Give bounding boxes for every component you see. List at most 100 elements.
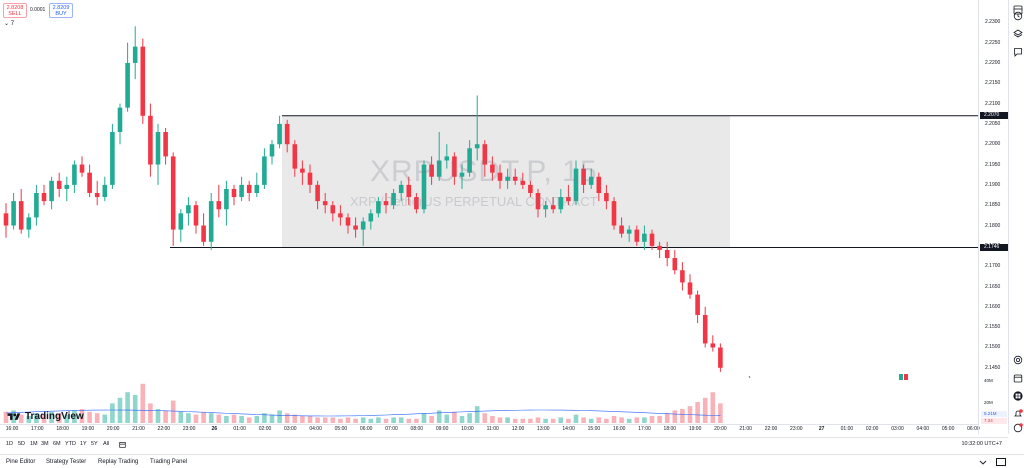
candle-body[interactable] xyxy=(535,193,541,210)
candle-body[interactable] xyxy=(376,201,381,214)
date-range-icon[interactable] xyxy=(119,441,126,450)
candle-body[interactable] xyxy=(110,132,115,185)
candle-body[interactable] xyxy=(452,156,457,177)
candle-body[interactable] xyxy=(239,184,244,198)
candle-body[interactable] xyxy=(702,314,708,344)
price-axis[interactable]: 2.2300 2.2250 2.2200 2.2150 2.2100 2.2050 2.20… xyxy=(978,0,1008,434)
candle-body[interactable] xyxy=(262,156,267,185)
tab-trading-panel[interactable]: Trading Panel xyxy=(150,459,188,465)
range-button-3m[interactable]: 3M xyxy=(41,441,49,447)
candle-body[interactable] xyxy=(338,213,343,218)
maximize-panel-icon[interactable] xyxy=(996,458,1006,466)
candle-body[interactable] xyxy=(604,193,609,202)
candle-body[interactable] xyxy=(18,201,24,230)
alert-clock-icon[interactable] xyxy=(1012,10,1023,21)
candle-body[interactable] xyxy=(26,217,32,230)
tab-replay-trading[interactable]: Replay Trading xyxy=(98,459,139,465)
collapse-panel-icon[interactable] xyxy=(978,458,988,466)
candle-body[interactable] xyxy=(353,225,358,230)
candle-body[interactable] xyxy=(611,201,617,226)
chart-canvas[interactable] xyxy=(0,0,978,424)
candle-body[interactable] xyxy=(520,180,526,185)
candle-body[interactable] xyxy=(216,201,222,210)
candle-body[interactable] xyxy=(231,188,237,198)
timezone-clock[interactable]: 10:32:00 UTC+7 xyxy=(961,441,1002,447)
candle-body[interactable] xyxy=(474,144,480,149)
resistance-zone[interactable] xyxy=(282,115,730,248)
range-button-1y[interactable]: 1Y xyxy=(80,441,87,447)
candle-body[interactable] xyxy=(657,245,662,250)
candle-body[interactable] xyxy=(315,184,320,202)
candle-body[interactable] xyxy=(444,156,450,161)
candle-body[interactable] xyxy=(505,176,510,181)
candle-body[interactable] xyxy=(269,144,275,157)
range-button-6m[interactable]: 6M xyxy=(53,441,61,447)
candle-body[interactable] xyxy=(307,172,313,185)
apps-grid-icon[interactable] xyxy=(1012,390,1023,401)
candle-body[interactable] xyxy=(178,213,184,230)
range-button-ytd[interactable]: YTD xyxy=(65,441,76,447)
buy-button[interactable]: 2.8209 BUY xyxy=(49,3,73,18)
candle-body[interactable] xyxy=(345,217,351,226)
candle-body[interactable] xyxy=(490,164,495,173)
candle-body[interactable] xyxy=(398,184,404,193)
candle-body[interactable] xyxy=(718,347,723,368)
tradingview-logo[interactable]: TradingView xyxy=(6,411,84,422)
candle-body[interactable] xyxy=(330,205,336,214)
range-button-5d[interactable]: 5D xyxy=(18,441,26,447)
candle-body[interactable] xyxy=(170,156,176,230)
candle-body[interactable] xyxy=(41,193,47,202)
target-icon[interactable] xyxy=(1012,354,1023,365)
candle-body[interactable] xyxy=(710,343,716,348)
candle-body[interactable] xyxy=(117,107,123,133)
candle-body[interactable] xyxy=(201,225,206,242)
sell-button[interactable]: 2.8208 SELL xyxy=(3,3,27,18)
candle-body[interactable] xyxy=(163,132,168,157)
candle-body[interactable] xyxy=(573,168,579,202)
indicators-collapse-button[interactable]: ⌄ 7 xyxy=(4,21,15,27)
candle-body[interactable] xyxy=(300,168,305,173)
tab-strategy-tester[interactable]: Strategy Tester xyxy=(46,459,87,465)
candle-body[interactable] xyxy=(72,164,77,185)
range-button-1m[interactable]: 1M xyxy=(30,441,38,447)
candle-body[interactable] xyxy=(664,249,670,259)
candle-body[interactable] xyxy=(642,233,647,242)
candle-body[interactable] xyxy=(155,132,161,165)
candle-body[interactable] xyxy=(140,46,146,116)
candle-body[interactable] xyxy=(11,201,16,226)
candle-body[interactable] xyxy=(193,205,199,226)
help-icon[interactable] xyxy=(1012,422,1023,433)
candle-body[interactable] xyxy=(79,164,85,173)
candle-body[interactable] xyxy=(49,180,54,202)
candle-body[interactable] xyxy=(459,172,465,177)
candle-body[interactable] xyxy=(64,184,70,189)
candle-body[interactable] xyxy=(695,294,700,315)
candle-body[interactable] xyxy=(528,184,533,193)
candle-body[interactable] xyxy=(550,205,556,210)
candle-body[interactable] xyxy=(148,115,153,165)
candle-body[interactable] xyxy=(619,225,624,234)
candle-body[interactable] xyxy=(208,201,214,242)
tab-pine-editor[interactable]: Pine Editor xyxy=(6,459,36,465)
candle-body[interactable] xyxy=(899,374,903,380)
candle-body[interactable] xyxy=(224,188,229,210)
candle-body[interactable] xyxy=(94,193,100,198)
range-button-all[interactable]: All xyxy=(103,441,110,447)
candle-body[interactable] xyxy=(904,374,908,380)
candle-body[interactable] xyxy=(680,270,685,283)
candle-body[interactable] xyxy=(626,229,632,234)
candle-body[interactable] xyxy=(558,197,564,210)
candle-body[interactable] xyxy=(186,205,191,214)
candle-body[interactable] xyxy=(368,213,374,222)
candle-body[interactable] xyxy=(87,172,92,193)
candle-body[interactable] xyxy=(596,176,602,193)
candle-body[interactable] xyxy=(277,123,282,145)
chart-area[interactable]: 2.8208 SELL 0.0001 2.8209 BUY ⌄ 7 XRPUSD… xyxy=(0,0,980,434)
time-axis[interactable]: 16:00 17:00 18:00 19:00 20:00 21:00 22:00 23:00… xyxy=(0,424,980,434)
range-button-5y[interactable]: 5Y xyxy=(91,441,98,447)
candle-body[interactable] xyxy=(254,184,260,193)
layers-icon[interactable] xyxy=(1012,28,1023,39)
candle-body[interactable] xyxy=(56,180,62,189)
candle-body[interactable] xyxy=(543,205,548,210)
candle-body[interactable] xyxy=(383,201,389,206)
